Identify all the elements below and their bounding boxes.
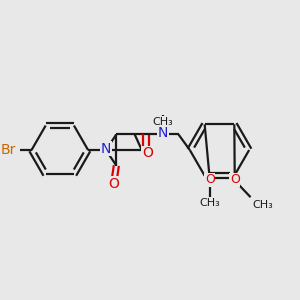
Text: O: O (108, 177, 119, 191)
Text: CH₃: CH₃ (200, 198, 220, 208)
Text: N: N (158, 126, 168, 140)
Text: CH₃: CH₃ (252, 200, 273, 210)
Text: O: O (142, 146, 153, 161)
Text: O: O (205, 173, 215, 186)
Text: Br: Br (1, 143, 16, 157)
Text: N: N (101, 142, 111, 156)
Text: O: O (230, 173, 240, 186)
Text: CH₃: CH₃ (153, 117, 173, 127)
